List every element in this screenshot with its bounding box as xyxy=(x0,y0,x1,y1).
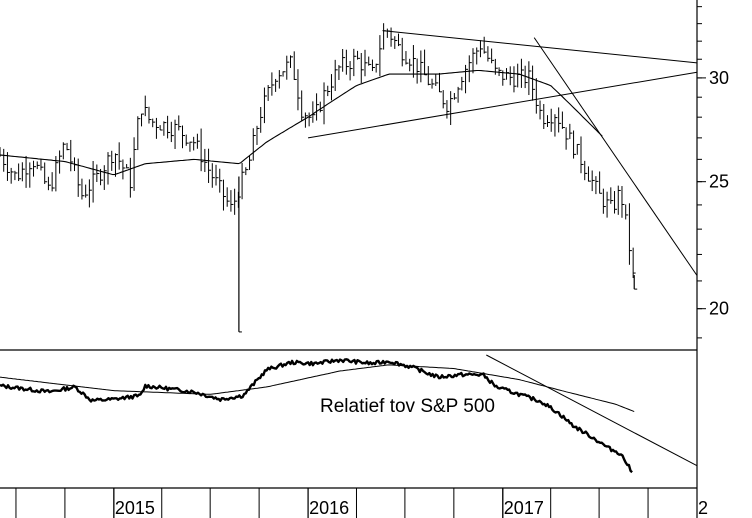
relative-strength-annotation: Relatief tov S&P 500 xyxy=(320,396,495,417)
price-tick-label: 25 xyxy=(709,172,729,192)
price-trendline-3 xyxy=(533,37,698,276)
price-tick-label: 20 xyxy=(709,299,729,319)
year-tick-label: 2 xyxy=(698,498,708,518)
tick-labels: 20 25 30 2015 2016 2017 2 xyxy=(115,68,729,518)
axes xyxy=(0,0,706,518)
price-moving-average xyxy=(0,69,603,176)
year-tick-label: 2015 xyxy=(115,498,155,518)
relative-strength-panel: Relatief tov S&P 500 xyxy=(0,354,698,474)
price-panel xyxy=(0,23,698,333)
price-trendline-2 xyxy=(307,71,698,139)
relative-strength-line xyxy=(0,358,633,474)
year-tick-label: 2017 xyxy=(504,498,544,518)
price-tick-label: 30 xyxy=(709,68,729,88)
year-tick-label: 2016 xyxy=(309,498,349,518)
price-trendline-1 xyxy=(382,30,698,64)
relative-strength-trendline-1 xyxy=(486,354,698,467)
relative-strength-moving-average xyxy=(0,364,635,413)
